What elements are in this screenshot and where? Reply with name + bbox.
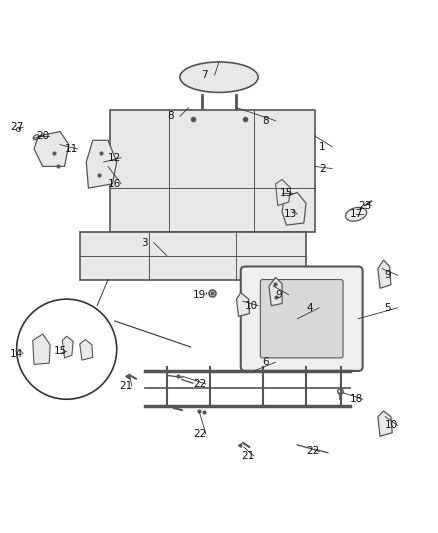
Text: 7: 7	[201, 70, 208, 80]
Polygon shape	[269, 277, 282, 305]
Polygon shape	[237, 293, 250, 317]
Polygon shape	[34, 132, 69, 166]
Ellipse shape	[180, 62, 258, 92]
Text: 3: 3	[141, 238, 147, 247]
Text: 16: 16	[108, 179, 121, 189]
Text: 15: 15	[53, 346, 67, 357]
Text: 20: 20	[36, 131, 49, 141]
Text: 9: 9	[276, 290, 282, 300]
Text: 10: 10	[385, 421, 398, 430]
Text: 8: 8	[262, 116, 269, 126]
Text: 5: 5	[385, 303, 391, 313]
Text: 2: 2	[319, 164, 326, 174]
Text: 18: 18	[350, 394, 363, 404]
FancyBboxPatch shape	[241, 266, 363, 371]
Text: 21: 21	[119, 381, 132, 391]
Text: 11: 11	[64, 144, 78, 154]
Text: 22: 22	[193, 429, 206, 439]
Polygon shape	[62, 336, 73, 358]
Text: 13: 13	[284, 209, 297, 219]
Text: 21: 21	[241, 451, 254, 461]
Text: 1: 1	[319, 142, 326, 152]
Polygon shape	[378, 411, 392, 436]
Text: 6: 6	[262, 357, 269, 367]
Circle shape	[17, 299, 117, 399]
Text: 23: 23	[358, 200, 371, 211]
Polygon shape	[33, 334, 50, 365]
Text: 12: 12	[108, 152, 121, 163]
Text: 4: 4	[306, 303, 313, 313]
Text: 8: 8	[167, 111, 173, 122]
Text: 22: 22	[306, 447, 319, 456]
Polygon shape	[80, 340, 93, 360]
Polygon shape	[110, 110, 315, 232]
Text: 9: 9	[385, 270, 391, 280]
Text: 17: 17	[350, 209, 363, 219]
Polygon shape	[276, 180, 291, 206]
Polygon shape	[378, 260, 391, 288]
Text: 14: 14	[10, 349, 23, 359]
Ellipse shape	[346, 207, 367, 221]
Text: 19: 19	[193, 290, 206, 300]
Text: 15: 15	[280, 188, 293, 198]
FancyBboxPatch shape	[260, 279, 343, 358]
Text: 22: 22	[193, 379, 206, 389]
Polygon shape	[282, 192, 306, 225]
Polygon shape	[80, 232, 306, 279]
Text: 10: 10	[245, 301, 258, 311]
Text: 27: 27	[10, 122, 23, 132]
Polygon shape	[86, 140, 117, 188]
